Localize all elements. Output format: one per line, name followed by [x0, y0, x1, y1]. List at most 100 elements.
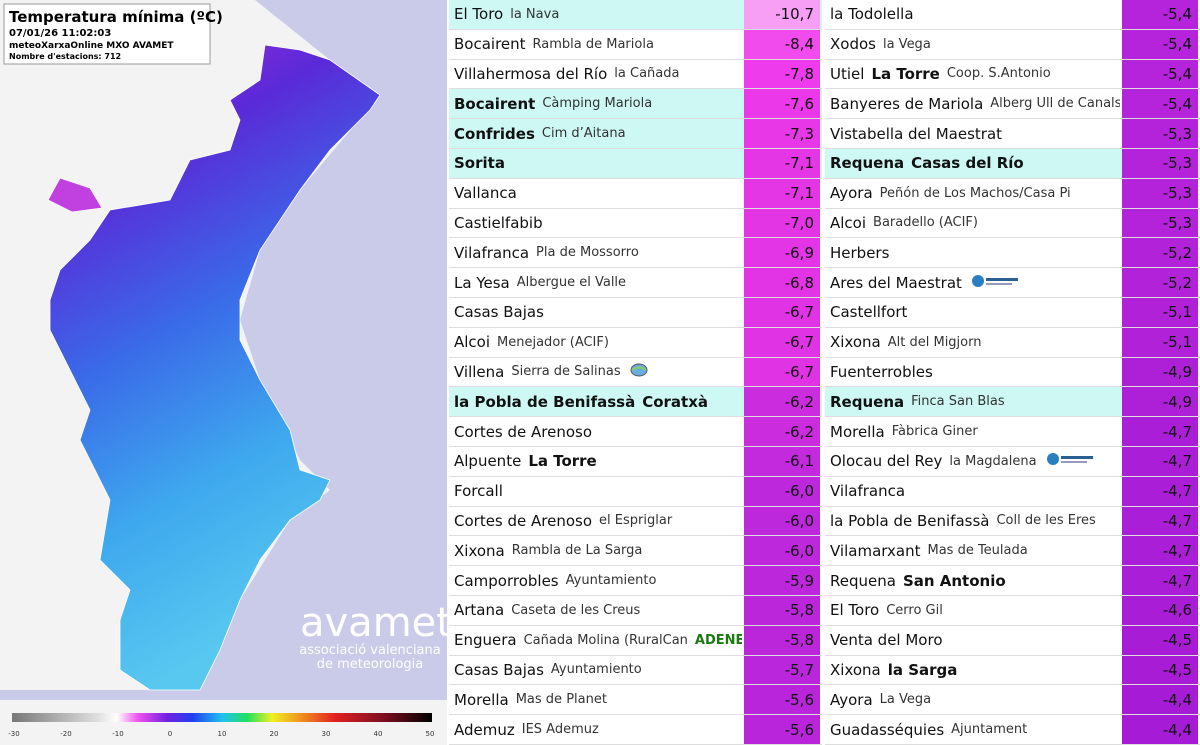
min-temp: -4,9 — [1122, 387, 1198, 417]
min-temp: -4,5 — [1122, 625, 1198, 655]
station-row: Requena San Antonio -4,7 — [825, 566, 1200, 596]
station-name: Casas Bajas Ayuntamiento — [454, 656, 742, 685]
min-temp: -7,1 — [744, 178, 820, 208]
station-row: Xodos la Vega -5,4 — [825, 29, 1200, 60]
name-part: la Pobla de Benifassà — [830, 511, 990, 530]
name-part: Rambla de La Sarga — [511, 543, 643, 559]
colorbar — [12, 713, 432, 722]
name-part: La Vega — [879, 692, 932, 708]
enclave — [47, 177, 103, 213]
table-column: la Todolella -5,4 Xodos la Vega -5,4 Utiel La … — [825, 0, 1200, 745]
min-temp: -4,7 — [1122, 566, 1198, 595]
name-part: Cim d’Aitana — [541, 126, 626, 142]
colorbar-label: -10 — [112, 730, 123, 738]
min-temp: -5,1 — [1122, 327, 1198, 357]
station-row: El Toro la Nava -10,7 — [449, 0, 822, 30]
min-temp: -5,2 — [1122, 268, 1198, 297]
min-temp: -6,0 — [744, 506, 820, 536]
min-temp: -5,3 — [1122, 178, 1198, 208]
name-part: la Pobla de Benifassà — [454, 392, 636, 411]
station-row: Forcall -6,0 — [449, 476, 822, 507]
station-name: la Pobla de Benifassà Coratxà — [454, 387, 742, 416]
station-row: La Yesa Albergue el Valle -6,8 — [449, 268, 822, 298]
min-temp: -5,8 — [744, 625, 820, 655]
name-part: El Toro — [830, 601, 880, 620]
station-row: Banyeres de Mariola Alberg Ull de Canals -… — [825, 89, 1200, 120]
station-row: Ayora La Vega -4,4 — [825, 685, 1200, 716]
min-temp: -4,9 — [1122, 357, 1198, 387]
station-icon — [971, 273, 1021, 293]
station-name: Camporrobles Ayuntamiento — [454, 566, 742, 595]
station-name: Casas Bajas — [454, 298, 742, 327]
station-name: Sorita — [454, 149, 742, 178]
station-row: Olocau del Rey la Magdalena -4,7 — [825, 447, 1200, 477]
name-part: Alt del Migjorn — [887, 334, 982, 350]
station-name: Morella Fàbrica Giner — [830, 417, 1120, 446]
colorbar-label: 20 — [270, 730, 279, 738]
station-row: Utiel La Torre Coop. S.Antonio -5,4 — [825, 59, 1200, 90]
station-name: Castielfabib — [454, 209, 742, 238]
station-row: El Toro Cerro Gil -4,6 — [825, 596, 1200, 626]
name-part: Coll de les Eres — [996, 513, 1096, 529]
min-temp: -5,8 — [744, 596, 820, 625]
station-row: Camporrobles Ayuntamiento -5,9 — [449, 566, 822, 596]
partner-logo — [971, 274, 1018, 287]
name-part: Ayuntamiento — [565, 573, 657, 589]
station-row: Sorita -7,1 — [449, 149, 822, 179]
name-part: Baradello (ACIF) — [873, 215, 978, 231]
station-name: Fuenterrobles — [830, 358, 1120, 387]
name-part: Pla de Mossorro — [536, 245, 639, 261]
name-part: Xodos — [830, 35, 876, 54]
station-name: El Toro la Nava — [454, 0, 742, 29]
name-part: Vilamarxant — [830, 541, 921, 560]
station-name: Vistabella del Maestrat — [830, 119, 1120, 148]
colorbar-label: 30 — [322, 730, 331, 738]
station-row: Bocairent Càmping Mariola -7,6 — [449, 89, 822, 120]
min-temp: -5,4 — [1122, 89, 1198, 119]
name-part: La Yesa — [454, 273, 510, 292]
station-name: Bocairent Rambla de Mariola — [454, 30, 742, 59]
name-part: Castellfort — [830, 303, 908, 322]
station-name: Requena Casas del Río — [830, 149, 1120, 178]
min-temp: -5,6 — [744, 715, 820, 744]
station-row: Vilafranca Pla de Mossorro -6,9 — [449, 238, 822, 269]
name-part: Finca San Blas — [911, 394, 1005, 410]
name-part: Peñón de Los Machos/Casa Pi — [879, 185, 1071, 201]
map-title: Temperatura mínima (ºC) — [9, 8, 223, 26]
min-temp: -5,4 — [1122, 0, 1198, 29]
name-part: Fàbrica Giner — [891, 424, 978, 440]
station-name: Xixona la Sarga — [830, 656, 1120, 685]
station-name: Olocau del Rey la Magdalena — [830, 447, 1120, 476]
source: meteoXarxaOnline MXO AVAMET — [9, 41, 174, 51]
name-part: la Magdalena — [949, 453, 1037, 469]
region-map — [49, 44, 381, 691]
min-temp: -7,6 — [744, 89, 820, 119]
station-row: Castellfort -5,1 — [825, 298, 1200, 328]
name-part: Càmping Mariola — [542, 96, 653, 112]
name-part: Casas del Río — [911, 154, 1024, 173]
min-temp: -4,7 — [1122, 506, 1198, 536]
station-name: Alcoi Menejador (ACIF) — [454, 328, 742, 357]
min-temp: -4,4 — [1122, 685, 1198, 715]
min-temp: -5,7 — [744, 655, 820, 685]
min-temp: -6,0 — [744, 476, 820, 506]
name-part: Cortes de Arenoso — [454, 511, 593, 530]
name-part: Cortes de Arenoso — [454, 422, 593, 441]
name-part: Camporrobles — [454, 571, 559, 590]
colorbar-label: 0 — [168, 730, 172, 738]
name-part: Vistabella del Maestrat — [830, 124, 1003, 143]
min-temp: -5,4 — [1122, 59, 1198, 89]
min-temp: -4,6 — [1122, 596, 1198, 625]
name-part: Mas de Teulada — [927, 543, 1028, 559]
name-part: Alpuente — [454, 452, 522, 471]
name-part: Requena — [830, 154, 905, 173]
map-panel: Temperatura mínima (ºC) 07/01/26 11:02:0… — [0, 0, 447, 745]
name-part: Herbers — [830, 243, 890, 262]
name-part: Castielfabib — [454, 213, 543, 232]
station-row: Xixona Alt del Migjorn -5,1 — [825, 327, 1200, 358]
min-temp: -7,3 — [744, 119, 820, 148]
name-part: Bocairent — [454, 94, 536, 113]
name-part: Alberg Ull de Canals — [990, 96, 1120, 112]
station-row: Villena Sierra de Salinas -6,7 — [449, 357, 822, 388]
